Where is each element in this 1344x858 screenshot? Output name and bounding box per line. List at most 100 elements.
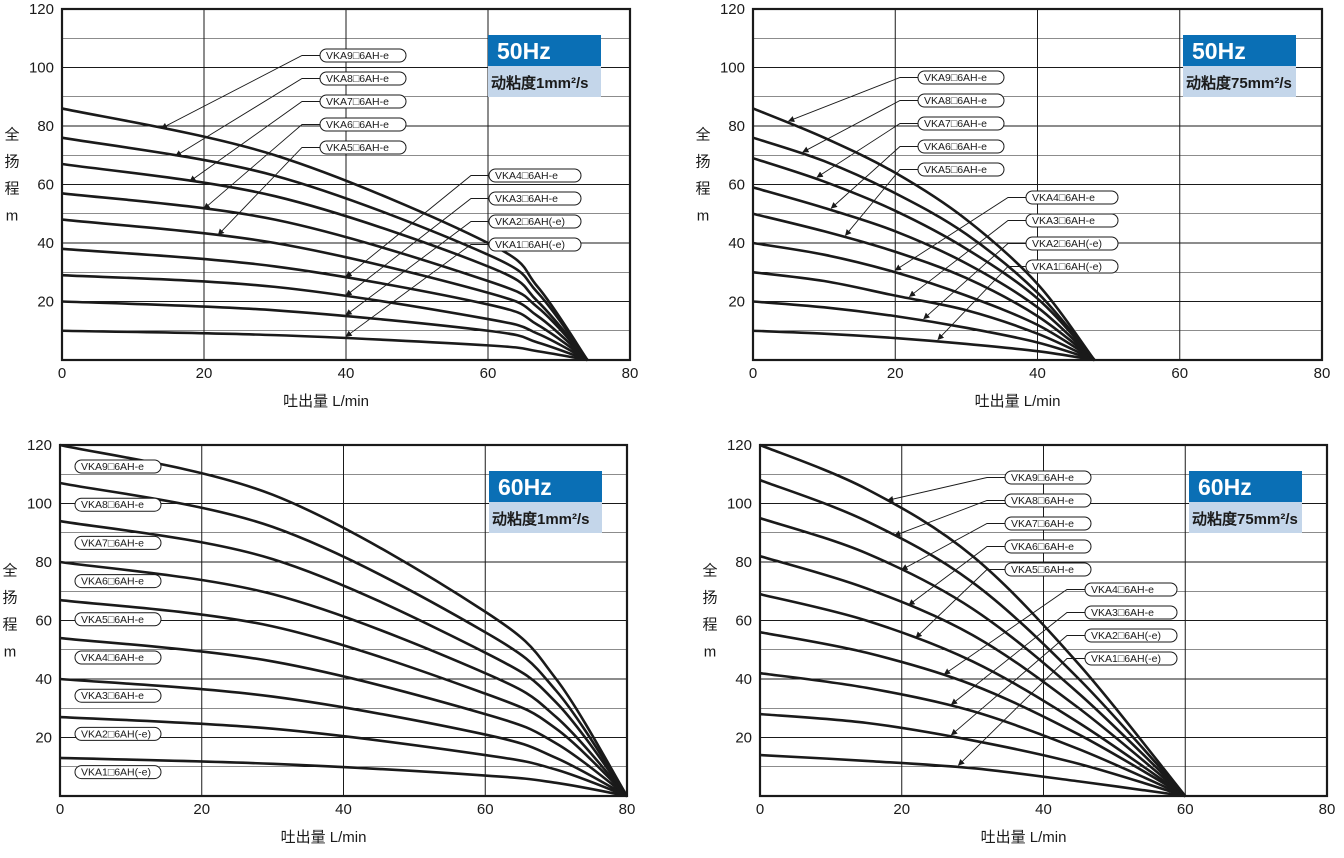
x-tick-label: 40 (338, 365, 355, 382)
series-label: VKA7□6AH-e (924, 118, 987, 130)
label-leader-arrow (958, 658, 1085, 766)
label-leader-arrow (894, 500, 1005, 537)
label-leader-arrow (830, 146, 918, 209)
series-label: VKA5□6AH-e (81, 614, 144, 626)
viscosity-badge-bg (488, 66, 601, 97)
x-tick-label: 60 (480, 365, 497, 382)
series-label: VKA8□6AH-e (924, 95, 987, 107)
series-label-pill (74, 497, 162, 512)
label-leader-arrow (908, 220, 1026, 297)
series-label: VKA3□6AH-e (81, 690, 144, 702)
plot-frame (751, 7, 1324, 362)
curve-vka46ahe (752, 241, 1096, 362)
curve-vka36ahe (61, 273, 589, 362)
y-tick-label: 100 (720, 60, 745, 77)
x-tick-label: 80 (622, 365, 639, 382)
viscosity-badge-bg (489, 502, 602, 533)
curve-vka96ahe (752, 107, 1096, 361)
x-tick-label: 80 (1319, 801, 1336, 818)
series-label: VKA2□6AH(-e) (81, 728, 151, 740)
series-label: VKA8□6AH-e (326, 73, 389, 85)
y-tick-label: 80 (728, 118, 745, 135)
series-label-pill (74, 765, 162, 780)
y-tick-label: 80 (37, 118, 54, 135)
series-label: VKA5□6AH-e (1011, 564, 1074, 576)
y-tick-label: 40 (37, 235, 54, 252)
y-tick-label: 20 (728, 294, 745, 311)
y-axis-label-char: 全 (2, 562, 17, 580)
series-label: VKA7□6AH-e (81, 537, 144, 549)
series-label: VKA6□6AH-e (1011, 541, 1074, 553)
x-tick-label: 60 (477, 801, 494, 818)
curve-vka66ahe (752, 186, 1096, 361)
label-leader-arrow (217, 147, 320, 236)
series-label-pill (1004, 539, 1092, 554)
frequency-badge-bg (1183, 35, 1296, 66)
x-axis-label: 吐出量 L/min (981, 829, 1067, 846)
curve-vka36ahe (759, 671, 1186, 798)
series-label-pill (917, 70, 1005, 85)
series-label: VKA9□6AH-e (81, 461, 144, 473)
plot-frame (60, 7, 632, 362)
curve-vka26ahe (752, 300, 1095, 362)
curve-vka46ahe (759, 630, 1186, 798)
y-tick-label: 100 (29, 60, 54, 77)
label-leader-arrow (915, 569, 1005, 639)
series-label: VKA1□6AH(-e) (1091, 653, 1161, 665)
series-label-pill (319, 94, 407, 109)
curve-vka56ahe (59, 598, 628, 797)
series-label-pill (1025, 259, 1119, 274)
x-tick-label: 20 (193, 801, 210, 818)
curve-vka46ahe (61, 247, 589, 362)
y-tick-label: 20 (37, 294, 54, 311)
y-tick-label: 120 (720, 1, 745, 18)
x-tick-label: 80 (1314, 365, 1331, 382)
y-axis-label-char: 全 (4, 126, 19, 144)
y-tick-label: 100 (727, 496, 752, 513)
series-label: VKA6□6AH-e (326, 119, 389, 131)
y-axis-label-char: m (704, 644, 717, 661)
series-label: VKA4□6AH-e (1032, 192, 1095, 204)
frequency-badge: 50Hz (1192, 38, 1246, 64)
series-label: VKA9□6AH-e (326, 50, 389, 62)
label-leader-arrow (937, 266, 1026, 341)
viscosity-badge: 动粘度75mm²/s (1192, 510, 1298, 528)
y-tick-label: 40 (735, 671, 752, 688)
label-leader-arrow (175, 78, 320, 157)
curve-vka76ahe (59, 519, 629, 797)
series-label: VKA7□6AH-e (1011, 518, 1074, 530)
y-tick-label: 60 (735, 613, 752, 630)
label-leader-arrow (787, 77, 918, 122)
x-tick-label: 60 (1177, 801, 1194, 818)
series-label-pill (74, 612, 162, 627)
curve-vka26ahe (759, 712, 1186, 798)
curve-vka96ahe (59, 443, 629, 797)
y-axis-label-char: 扬 (702, 590, 717, 607)
curve-vka36ahe (752, 270, 1095, 362)
series-label: VKA6□6AH-e (81, 576, 144, 588)
x-tick-label: 0 (756, 801, 764, 818)
y-axis-label-char: 扬 (4, 154, 19, 171)
curve-vka16ahe (61, 329, 588, 362)
curve-vka26ahe (59, 715, 628, 798)
label-leader-arrow (345, 221, 489, 316)
series-label-pill (74, 650, 162, 665)
series-label: VKA3□6AH-e (1032, 215, 1095, 227)
label-leader-arrow (345, 244, 489, 337)
series-label-pill (319, 140, 407, 155)
frequency-badge: 60Hz (1198, 474, 1252, 500)
y-axis-label-char: m (697, 208, 710, 225)
x-tick-label: 40 (335, 801, 352, 818)
series-label: VKA5□6AH-e (326, 142, 389, 154)
plot-frame (758, 443, 1329, 798)
y-tick-label: 80 (35, 554, 52, 571)
label-leader-arrow (189, 101, 320, 182)
x-tick-label: 0 (56, 801, 64, 818)
curve-vka86ahe (752, 136, 1096, 361)
curve-vka16ahe (759, 753, 1186, 798)
series-label-pill (74, 726, 162, 741)
label-leader-arrow (802, 100, 918, 153)
y-tick-label: 60 (728, 177, 745, 194)
